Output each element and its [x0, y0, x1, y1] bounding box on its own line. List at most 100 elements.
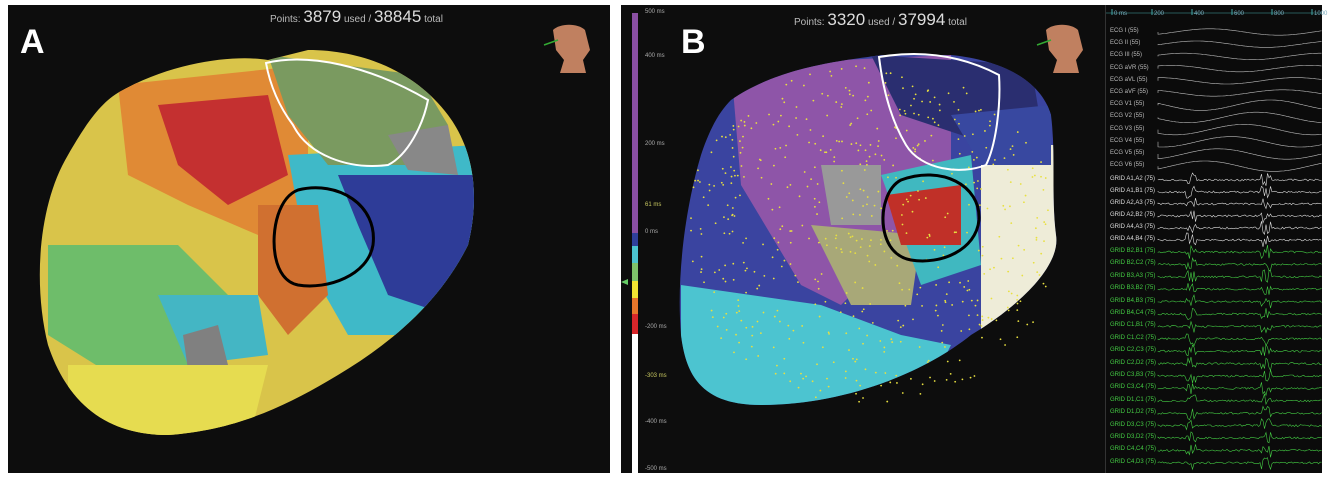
time-axis-tick: 0 ms [1114, 11, 1128, 17]
electrogram-trace [1157, 221, 1322, 235]
electrogram-trace [1157, 136, 1322, 148]
electrogram-trace [1157, 185, 1322, 199]
electrogram-trace [1157, 148, 1322, 160]
electrogram-trace [1157, 307, 1322, 320]
lead-label: GRID D1,C1 (75) [1110, 396, 1157, 403]
map-a-heart-surface[interactable] [8, 5, 610, 473]
lead-label: ECG aVL (55) [1110, 76, 1148, 83]
electrogram-trace [1157, 457, 1322, 471]
lead-label: ECG V3 (55) [1110, 125, 1145, 132]
lead-label: ECG V2 (55) [1110, 113, 1145, 120]
map-b-heart-surface[interactable] [621, 5, 1105, 473]
color-scale-segment [632, 281, 638, 298]
electrogram-trace [1157, 111, 1322, 123]
lead-label: ECG aVR (55) [1110, 64, 1149, 71]
electrogram-trace [1157, 369, 1322, 384]
electrogram-trace [1157, 232, 1322, 247]
color-scale-bar[interactable] [632, 13, 638, 473]
lead-label: GRID C3,C4 (75) [1110, 384, 1157, 391]
electrogram-trace [1157, 40, 1322, 48]
lead-label: GRID A4,A3 (75) [1110, 224, 1156, 230]
color-scale-tick: -200 ms [645, 323, 667, 330]
lead-label: GRID B3,A3 (75) [1110, 272, 1156, 279]
color-scale-tick: 61 ms [645, 202, 662, 209]
lead-label: ECG aVF (55) [1110, 89, 1149, 95]
points-total: 38845 [374, 7, 422, 26]
scale-pointer-icon[interactable] [621, 279, 628, 285]
total-label: total [424, 14, 443, 25]
lead-label: GRID D3,C3 (75) [1110, 421, 1157, 428]
electrogram-trace [1157, 382, 1322, 397]
lead-label: GRID C4,C4 (75) [1110, 446, 1157, 453]
electrogram-trace [1157, 28, 1322, 36]
lead-label: GRID C4,D3 (75) [1110, 458, 1157, 465]
lead-label: GRID B4,B3 (75) [1110, 297, 1156, 304]
electrogram-trace [1157, 99, 1322, 111]
color-scale-tick: 200 ms [645, 141, 665, 147]
electrogram-trace [1157, 356, 1322, 372]
lead-label: GRID A2,A3 (75) [1110, 200, 1156, 206]
color-scale-tick: 500 ms [645, 9, 665, 15]
lead-label: GRID B3,B2 (75) [1110, 285, 1156, 292]
color-scale-tick: -303 ms [645, 372, 667, 379]
lead-label: GRID A2,B2 (75) [1110, 212, 1156, 218]
lead-label: GRID B2,B1 (75) [1110, 248, 1156, 254]
electrogram-trace [1157, 210, 1322, 224]
electrogram-trace [1157, 89, 1322, 97]
time-axis-tick: 800 [1274, 11, 1285, 17]
color-scale-tick: 0 ms [645, 229, 659, 235]
color-scale-segment [632, 334, 638, 473]
electrogram-traces [1106, 9, 1322, 471]
time-axis-tick: 600 [1234, 11, 1245, 17]
electrogram-trace [1157, 283, 1322, 295]
color-scale-segment [632, 13, 638, 233]
lead-label: GRID C1,C2 (75) [1110, 334, 1157, 341]
electrogram-trace [1157, 65, 1322, 73]
color-scale-segment [632, 298, 638, 314]
lead-label: ECG III (55) [1110, 52, 1143, 59]
electrogram-panel[interactable]: 0 ms 200 400 600 800 1000 ECG I (55) ECG II (55… [1105, 5, 1327, 473]
time-axis-tick: 1000 [1314, 11, 1328, 17]
electrogram-trace [1157, 172, 1322, 186]
lead-label: GRID A4,B4 (75) [1110, 236, 1156, 242]
lead-label: ECG II (55) [1110, 40, 1141, 47]
torso-orientation-icon [1046, 24, 1083, 73]
color-scale-tick: 400 ms [645, 53, 665, 59]
lead-label: GRID C3,B3 (75) [1110, 372, 1156, 378]
panel-label: B [681, 23, 706, 61]
electrogram-trace [1157, 333, 1322, 347]
panel-b-activation-map: 500 ms 400 ms 200 ms 61 ms 0 ms -200 ms -303 m… [621, 5, 1327, 473]
color-scale-segment [632, 314, 638, 334]
color-scale-segment [632, 233, 638, 246]
points-prefix: Points: [794, 17, 825, 28]
electrogram-trace [1157, 269, 1322, 283]
electrogram-trace [1157, 405, 1322, 421]
electrogram-trace [1157, 294, 1322, 309]
color-scale-tick: -400 ms [645, 418, 667, 425]
electrogram-trace [1157, 124, 1322, 136]
lead-label: ECG V1 (55) [1110, 101, 1145, 108]
total-label: total [948, 17, 967, 28]
mapping-points [690, 65, 1049, 403]
electrogram-trace [1157, 431, 1322, 444]
electrogram-trace [1157, 244, 1322, 259]
lead-label: GRID D1,D2 (75) [1110, 409, 1157, 416]
lead-label: GRID B4,C4 (75) [1110, 310, 1156, 316]
electrogram-trace [1157, 257, 1322, 272]
electrogram-trace [1157, 320, 1322, 334]
lead-label: GRID A1,A2 (75) [1110, 176, 1156, 182]
electrogram-trace [1157, 443, 1322, 458]
points-total: 37994 [898, 10, 946, 29]
electrogram-trace [1157, 343, 1322, 357]
electrogram-trace [1157, 198, 1322, 210]
used-label: used / [343, 14, 372, 25]
color-scale-segment [632, 263, 638, 281]
color-scale-tick: -500 ms [645, 466, 667, 472]
lead-label: ECG V5 (55) [1110, 150, 1145, 156]
lead-label: GRID C1,B1 (75) [1110, 322, 1156, 329]
points-used: 3879 [303, 7, 342, 26]
color-scale-segment [632, 246, 638, 263]
lead-label: GRID C2,D2 (75) [1110, 359, 1157, 366]
panel-a-activation-map: A Points: 3879 used / 38845 total [8, 5, 610, 473]
time-axis-tick: 400 [1194, 11, 1205, 17]
